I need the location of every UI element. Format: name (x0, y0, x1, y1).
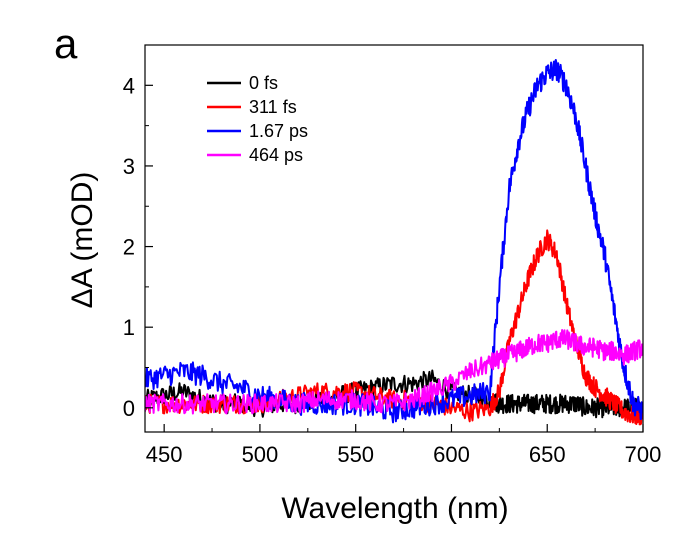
axes: 450 500 550 600 650 700 0 1 2 3 4 (123, 44, 662, 467)
y-tick-label: 2 (123, 235, 135, 260)
x-tick-label: 650 (529, 442, 566, 467)
y-tick-label: 1 (123, 315, 135, 340)
x-tick-label: 550 (337, 442, 374, 467)
legend-label: 0 fs (249, 73, 278, 93)
series-line-3 (145, 329, 643, 415)
plot-frame (144, 44, 644, 433)
x-tick-label: 700 (625, 442, 662, 467)
y-axis-title: ΔA (mOD) (66, 172, 99, 309)
panel-label: a (54, 20, 78, 67)
y-tick-label: 0 (123, 396, 135, 421)
plot-area (145, 59, 643, 426)
x-axis-title: Wavelength (nm) (281, 492, 508, 525)
x-tick-label: 450 (146, 442, 183, 467)
y-tick-label: 4 (123, 73, 135, 98)
legend-label: 1.67 ps (249, 121, 308, 141)
legend: 0 fs 311 fs 1.67 ps 464 ps (207, 73, 308, 165)
legend-label: 311 fs (249, 97, 297, 117)
y-tick-label: 3 (123, 154, 135, 179)
x-tick-label: 600 (433, 442, 470, 467)
x-tick-label: 500 (242, 442, 279, 467)
legend-label: 464 ps (249, 145, 303, 165)
series-line-2 (145, 59, 643, 424)
